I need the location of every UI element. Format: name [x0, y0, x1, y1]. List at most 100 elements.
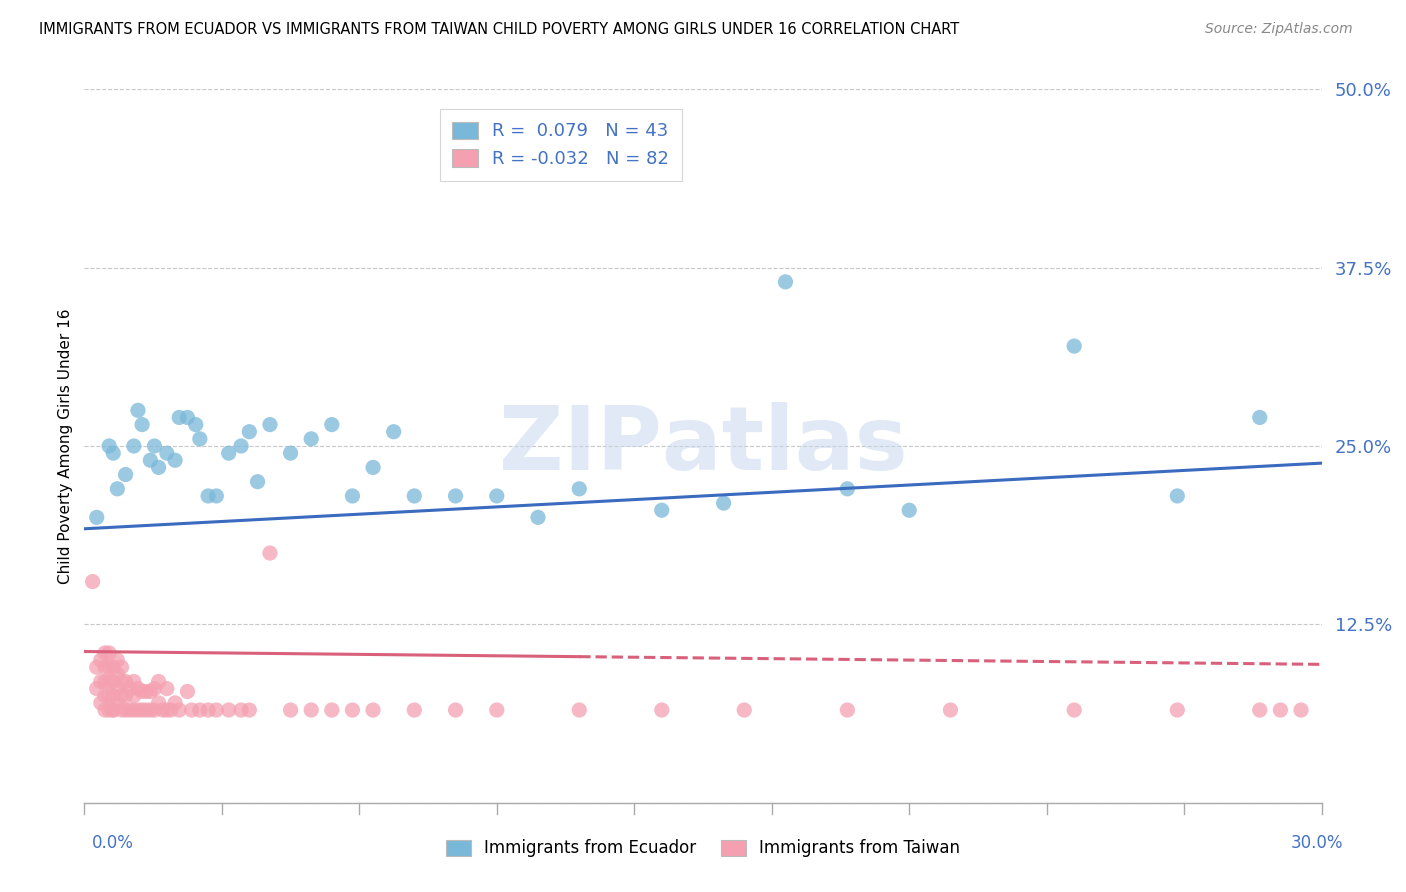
Point	[246, 475, 269, 489]
Point	[342, 703, 364, 717]
Point	[713, 496, 735, 510]
Point	[122, 689, 145, 703]
Point	[110, 660, 132, 674]
Point	[444, 703, 467, 717]
Point	[775, 275, 797, 289]
Point	[188, 432, 211, 446]
Point	[90, 696, 112, 710]
Point	[197, 703, 219, 717]
Point	[127, 681, 149, 696]
Point	[143, 681, 166, 696]
Point	[105, 696, 128, 710]
Point	[114, 467, 136, 482]
Point	[90, 674, 112, 689]
Text: ZIP​atlas: ZIP​atlas	[499, 402, 907, 490]
Point	[105, 653, 128, 667]
Point	[197, 489, 219, 503]
Point	[184, 417, 207, 432]
Point	[1166, 703, 1188, 717]
Point	[485, 489, 508, 503]
Point	[229, 703, 252, 717]
Point	[404, 489, 426, 503]
Point	[167, 410, 190, 425]
Point	[1289, 703, 1312, 717]
Point	[280, 446, 302, 460]
Point	[143, 703, 166, 717]
Point	[733, 703, 755, 717]
Point	[94, 646, 117, 660]
Point	[131, 684, 153, 698]
Point	[156, 681, 179, 696]
Point	[131, 417, 153, 432]
Point	[167, 703, 190, 717]
Point	[139, 453, 162, 467]
Point	[568, 482, 591, 496]
Point	[1166, 489, 1188, 503]
Point	[218, 703, 240, 717]
Point	[103, 446, 125, 460]
Point	[837, 703, 859, 717]
Point	[118, 681, 141, 696]
Point	[118, 703, 141, 717]
Point	[148, 696, 170, 710]
Point	[103, 703, 125, 717]
Point	[135, 684, 157, 698]
Text: 0.0%: 0.0%	[91, 834, 134, 852]
Point	[1249, 703, 1271, 717]
Point	[898, 503, 921, 517]
Point	[114, 689, 136, 703]
Point	[299, 703, 322, 717]
Point	[143, 439, 166, 453]
Point	[127, 403, 149, 417]
Point	[148, 460, 170, 475]
Point	[105, 681, 128, 696]
Point	[98, 689, 121, 703]
Point	[259, 546, 281, 560]
Point	[280, 703, 302, 717]
Point	[238, 703, 260, 717]
Point	[939, 703, 962, 717]
Point	[110, 703, 132, 717]
Point	[485, 703, 508, 717]
Point	[139, 703, 162, 717]
Point	[156, 703, 179, 717]
Point	[98, 660, 121, 674]
Point	[156, 446, 179, 460]
Point	[299, 432, 322, 446]
Point	[98, 674, 121, 689]
Point	[1063, 703, 1085, 717]
Point	[382, 425, 405, 439]
Point	[165, 696, 187, 710]
Point	[165, 453, 187, 467]
Point	[82, 574, 104, 589]
Text: Source: ZipAtlas.com: Source: ZipAtlas.com	[1205, 22, 1353, 37]
Point	[180, 703, 202, 717]
Point	[90, 653, 112, 667]
Point	[527, 510, 550, 524]
Point	[259, 417, 281, 432]
Point	[361, 460, 384, 475]
Point	[188, 703, 211, 717]
Point	[98, 703, 121, 717]
Text: IMMIGRANTS FROM ECUADOR VS IMMIGRANTS FROM TAIWAN CHILD POVERTY AMONG GIRLS UNDE: IMMIGRANTS FROM ECUADOR VS IMMIGRANTS FR…	[39, 22, 960, 37]
Point	[342, 489, 364, 503]
Point	[122, 674, 145, 689]
Point	[361, 703, 384, 717]
Point	[135, 703, 157, 717]
Point	[131, 703, 153, 717]
Point	[103, 689, 125, 703]
Point	[86, 660, 108, 674]
Point	[86, 510, 108, 524]
Point	[105, 482, 128, 496]
Point	[114, 703, 136, 717]
Point	[444, 489, 467, 503]
Point	[122, 703, 145, 717]
Point	[160, 703, 183, 717]
Text: 30.0%: 30.0%	[1291, 834, 1343, 852]
Point	[651, 703, 673, 717]
Point	[568, 703, 591, 717]
Point	[98, 646, 121, 660]
Point	[103, 674, 125, 689]
Point	[105, 667, 128, 681]
Point	[103, 703, 125, 717]
